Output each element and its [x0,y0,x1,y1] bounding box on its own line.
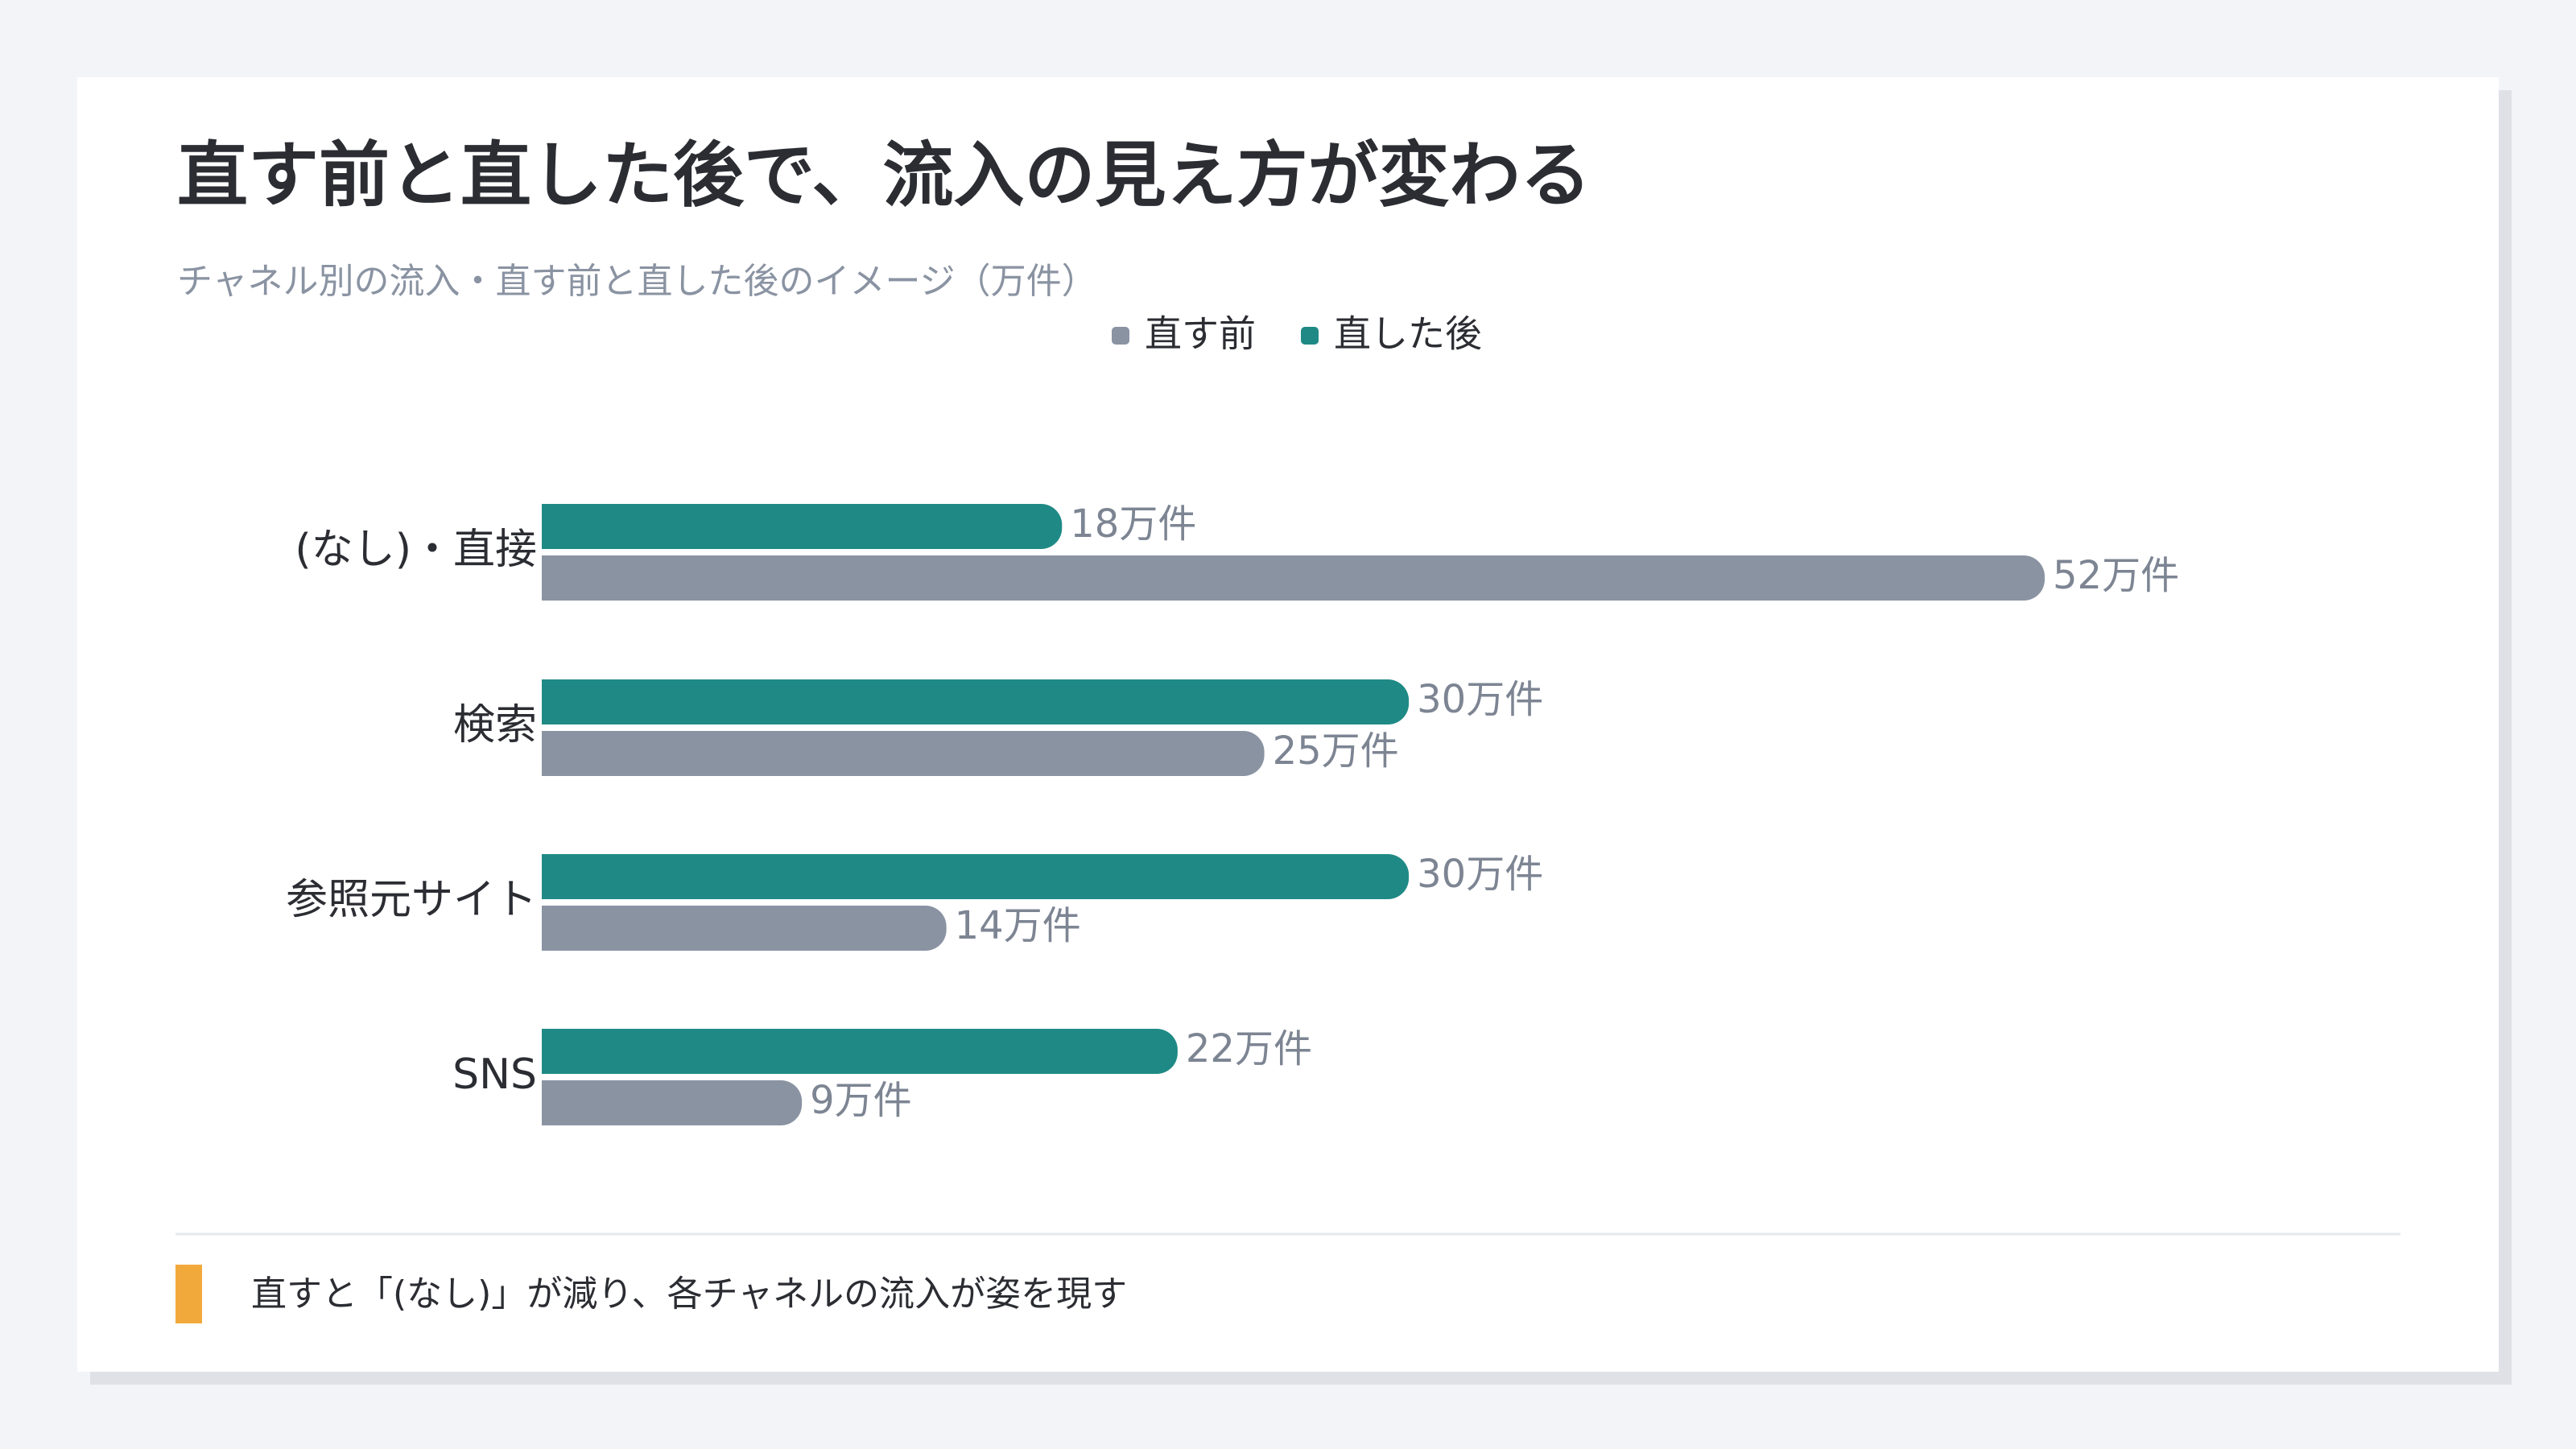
legend-label: 直す前 [1145,312,1256,356]
category-label: 検索 [453,701,537,749]
category-label: 参照元サイト [286,876,537,924]
chart-title: 直す前と直した後で、流入の見え方が変わる [177,134,1591,217]
bar [542,731,1265,776]
value-label: 18万件 [1070,502,1196,547]
value-label: 14万件 [955,903,1081,948]
chart-subtitle: チャネル別の流入・直す前と直した後のイメージ（万件） [177,261,1097,302]
bar [542,504,1063,549]
bar [542,854,1410,899]
value-label: 22万件 [1186,1026,1312,1071]
legend-label: 直した後 [1334,312,1482,356]
value-label: 9万件 [810,1078,912,1123]
value-label: 30万件 [1417,852,1543,897]
legend-marker [1301,327,1319,345]
value-label: 52万件 [2053,553,2179,598]
bar [542,679,1410,724]
value-label: 30万件 [1417,677,1543,722]
category-label: SNS [452,1051,537,1099]
bar [542,1029,1178,1074]
bar [542,1080,803,1125]
value-label: 25万件 [1273,729,1399,774]
bar [542,555,2045,601]
annotation-marker [175,1265,202,1323]
category-label: (なし)・直接 [295,526,537,574]
legend-marker [1112,327,1129,345]
annotation: 直すと「(なし)」が減り、各チャネルの流入が姿を現す [251,1274,1127,1315]
bar [542,906,947,951]
